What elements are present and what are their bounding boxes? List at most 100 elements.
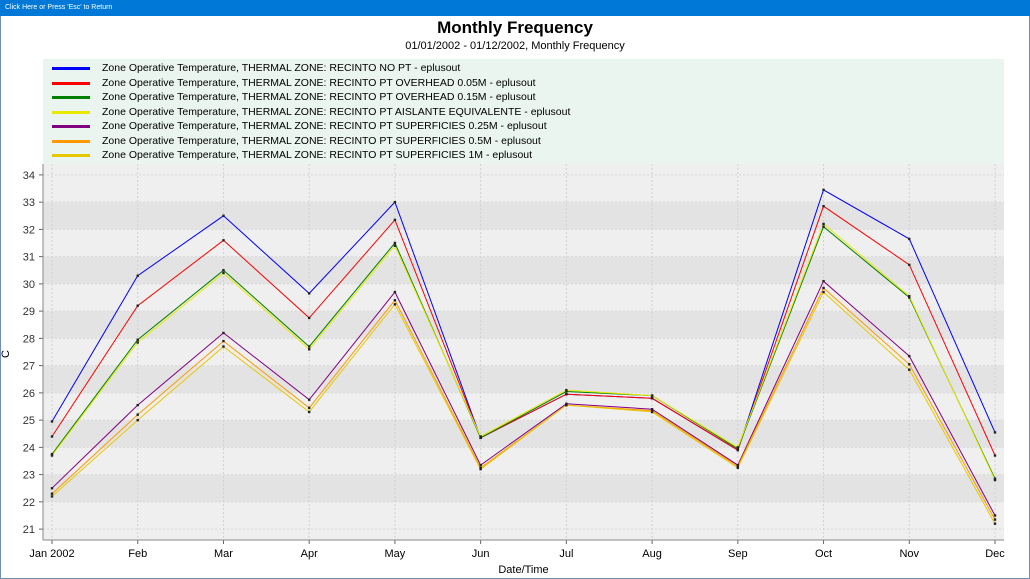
chart-legend: Zone Operative Temperature, THERMAL ZONE…: [43, 59, 1004, 164]
data-point: [650, 408, 654, 411]
series-line: [51, 205, 996, 456]
grid-band: [43, 529, 1004, 540]
data-point: [393, 200, 397, 204]
grid-band: [43, 365, 1004, 393]
data-point: [908, 296, 911, 299]
data-point: [908, 368, 911, 371]
data-point: [908, 294, 911, 298]
data-point: [136, 341, 139, 344]
chart-subtitle: 01/01/2002 - 01/12/2002, Monthly Frequen…: [405, 40, 625, 52]
data-point: [50, 452, 54, 456]
data-point: [136, 338, 139, 341]
data-point: [307, 316, 311, 320]
y-tick-label: 32: [23, 224, 35, 236]
grid-band: [43, 229, 1004, 257]
grid-band: [43, 474, 1004, 502]
y-tick-label: 30: [23, 279, 35, 291]
y-tick-label: 29: [23, 306, 35, 318]
grid-band: [43, 283, 1004, 312]
data-point: [136, 413, 139, 416]
data-point: [50, 454, 54, 457]
grid-band: [43, 174, 1004, 203]
legend-swatch: [52, 66, 90, 70]
data-point: [222, 345, 225, 348]
data-point: [565, 402, 568, 405]
legend-swatch: [52, 153, 90, 157]
series-line: [51, 225, 996, 479]
data-point: [565, 393, 568, 396]
return-bar[interactable]: Click Here or Press 'Esc' to Return: [0, 0, 1030, 16]
y-tick-label: 34: [23, 170, 35, 182]
data-point: [822, 222, 825, 226]
data-point: [479, 435, 482, 438]
data-point: [307, 398, 311, 401]
data-point: [822, 205, 825, 208]
x-tick-label: Oct: [815, 548, 832, 560]
data-point: [307, 410, 311, 414]
y-tick-label: 23: [23, 470, 35, 482]
chart-title: Monthly Frequency: [437, 18, 593, 37]
data-point: [136, 274, 139, 277]
data-point: [650, 394, 654, 397]
data-point: [908, 263, 911, 267]
data-point: [479, 466, 482, 469]
data-point: [736, 446, 740, 449]
legend-item: Zone Operative Temperature, THERMAL ZONE…: [52, 119, 547, 133]
data-point: [822, 225, 825, 228]
data-point: [908, 237, 911, 241]
series-line: [51, 223, 996, 481]
data-point: [222, 214, 225, 217]
y-tick-label: 25: [23, 415, 35, 427]
legend-label: Zone Operative Temperature, THERMAL ZONE…: [102, 149, 533, 161]
data-point: [479, 463, 482, 467]
data-point: [736, 466, 740, 469]
data-point: [993, 522, 997, 525]
data-point: [222, 271, 225, 275]
data-point: [136, 418, 139, 422]
data-point: [650, 409, 654, 412]
legend-swatch: [52, 95, 90, 99]
legend-item: Zone Operative Temperature, THERMAL ZONE…: [52, 90, 536, 104]
data-point: [393, 218, 397, 222]
data-point: [993, 514, 997, 517]
data-point: [50, 435, 54, 438]
series-line: [51, 291, 996, 524]
legend-swatch: [52, 81, 90, 85]
data-point: [393, 244, 397, 247]
x-tick-label: Sep: [728, 548, 748, 560]
data-point: [650, 397, 654, 400]
x-tick-label: Dec: [985, 548, 1005, 560]
legend-swatch: [52, 139, 90, 143]
y-tick-label: 21: [23, 524, 35, 536]
data-point: [822, 188, 825, 192]
data-point: [222, 331, 225, 335]
grid-band: [43, 256, 1004, 284]
legend-item: Zone Operative Temperature, THERMAL ZONE…: [52, 61, 460, 75]
legend-label: Zone Operative Temperature, THERMAL ZONE…: [102, 91, 536, 103]
grid-band: [43, 447, 1004, 475]
data-point: [736, 465, 740, 468]
data-point: [222, 269, 225, 272]
data-point: [565, 388, 568, 392]
data-point: [908, 354, 911, 358]
legend-swatch: [52, 124, 90, 128]
grid-band: [43, 501, 1004, 530]
data-point: [736, 447, 740, 450]
y-tick-label: 22: [23, 497, 35, 509]
data-point: [222, 339, 225, 343]
data-point: [50, 487, 54, 490]
data-point: [50, 492, 54, 495]
x-tick-label: Apr: [301, 548, 318, 560]
data-point: [993, 431, 997, 434]
x-tick-label: Feb: [128, 548, 147, 560]
data-point: [50, 495, 54, 498]
data-point: [993, 518, 997, 521]
x-tick-label: Jan 2002: [29, 548, 74, 560]
data-point: [822, 286, 825, 290]
data-point: [136, 403, 139, 407]
y-tick-label: 33: [23, 197, 35, 209]
data-point: [393, 303, 397, 306]
data-point: [307, 292, 311, 295]
x-tick-label: Jun: [472, 548, 490, 560]
